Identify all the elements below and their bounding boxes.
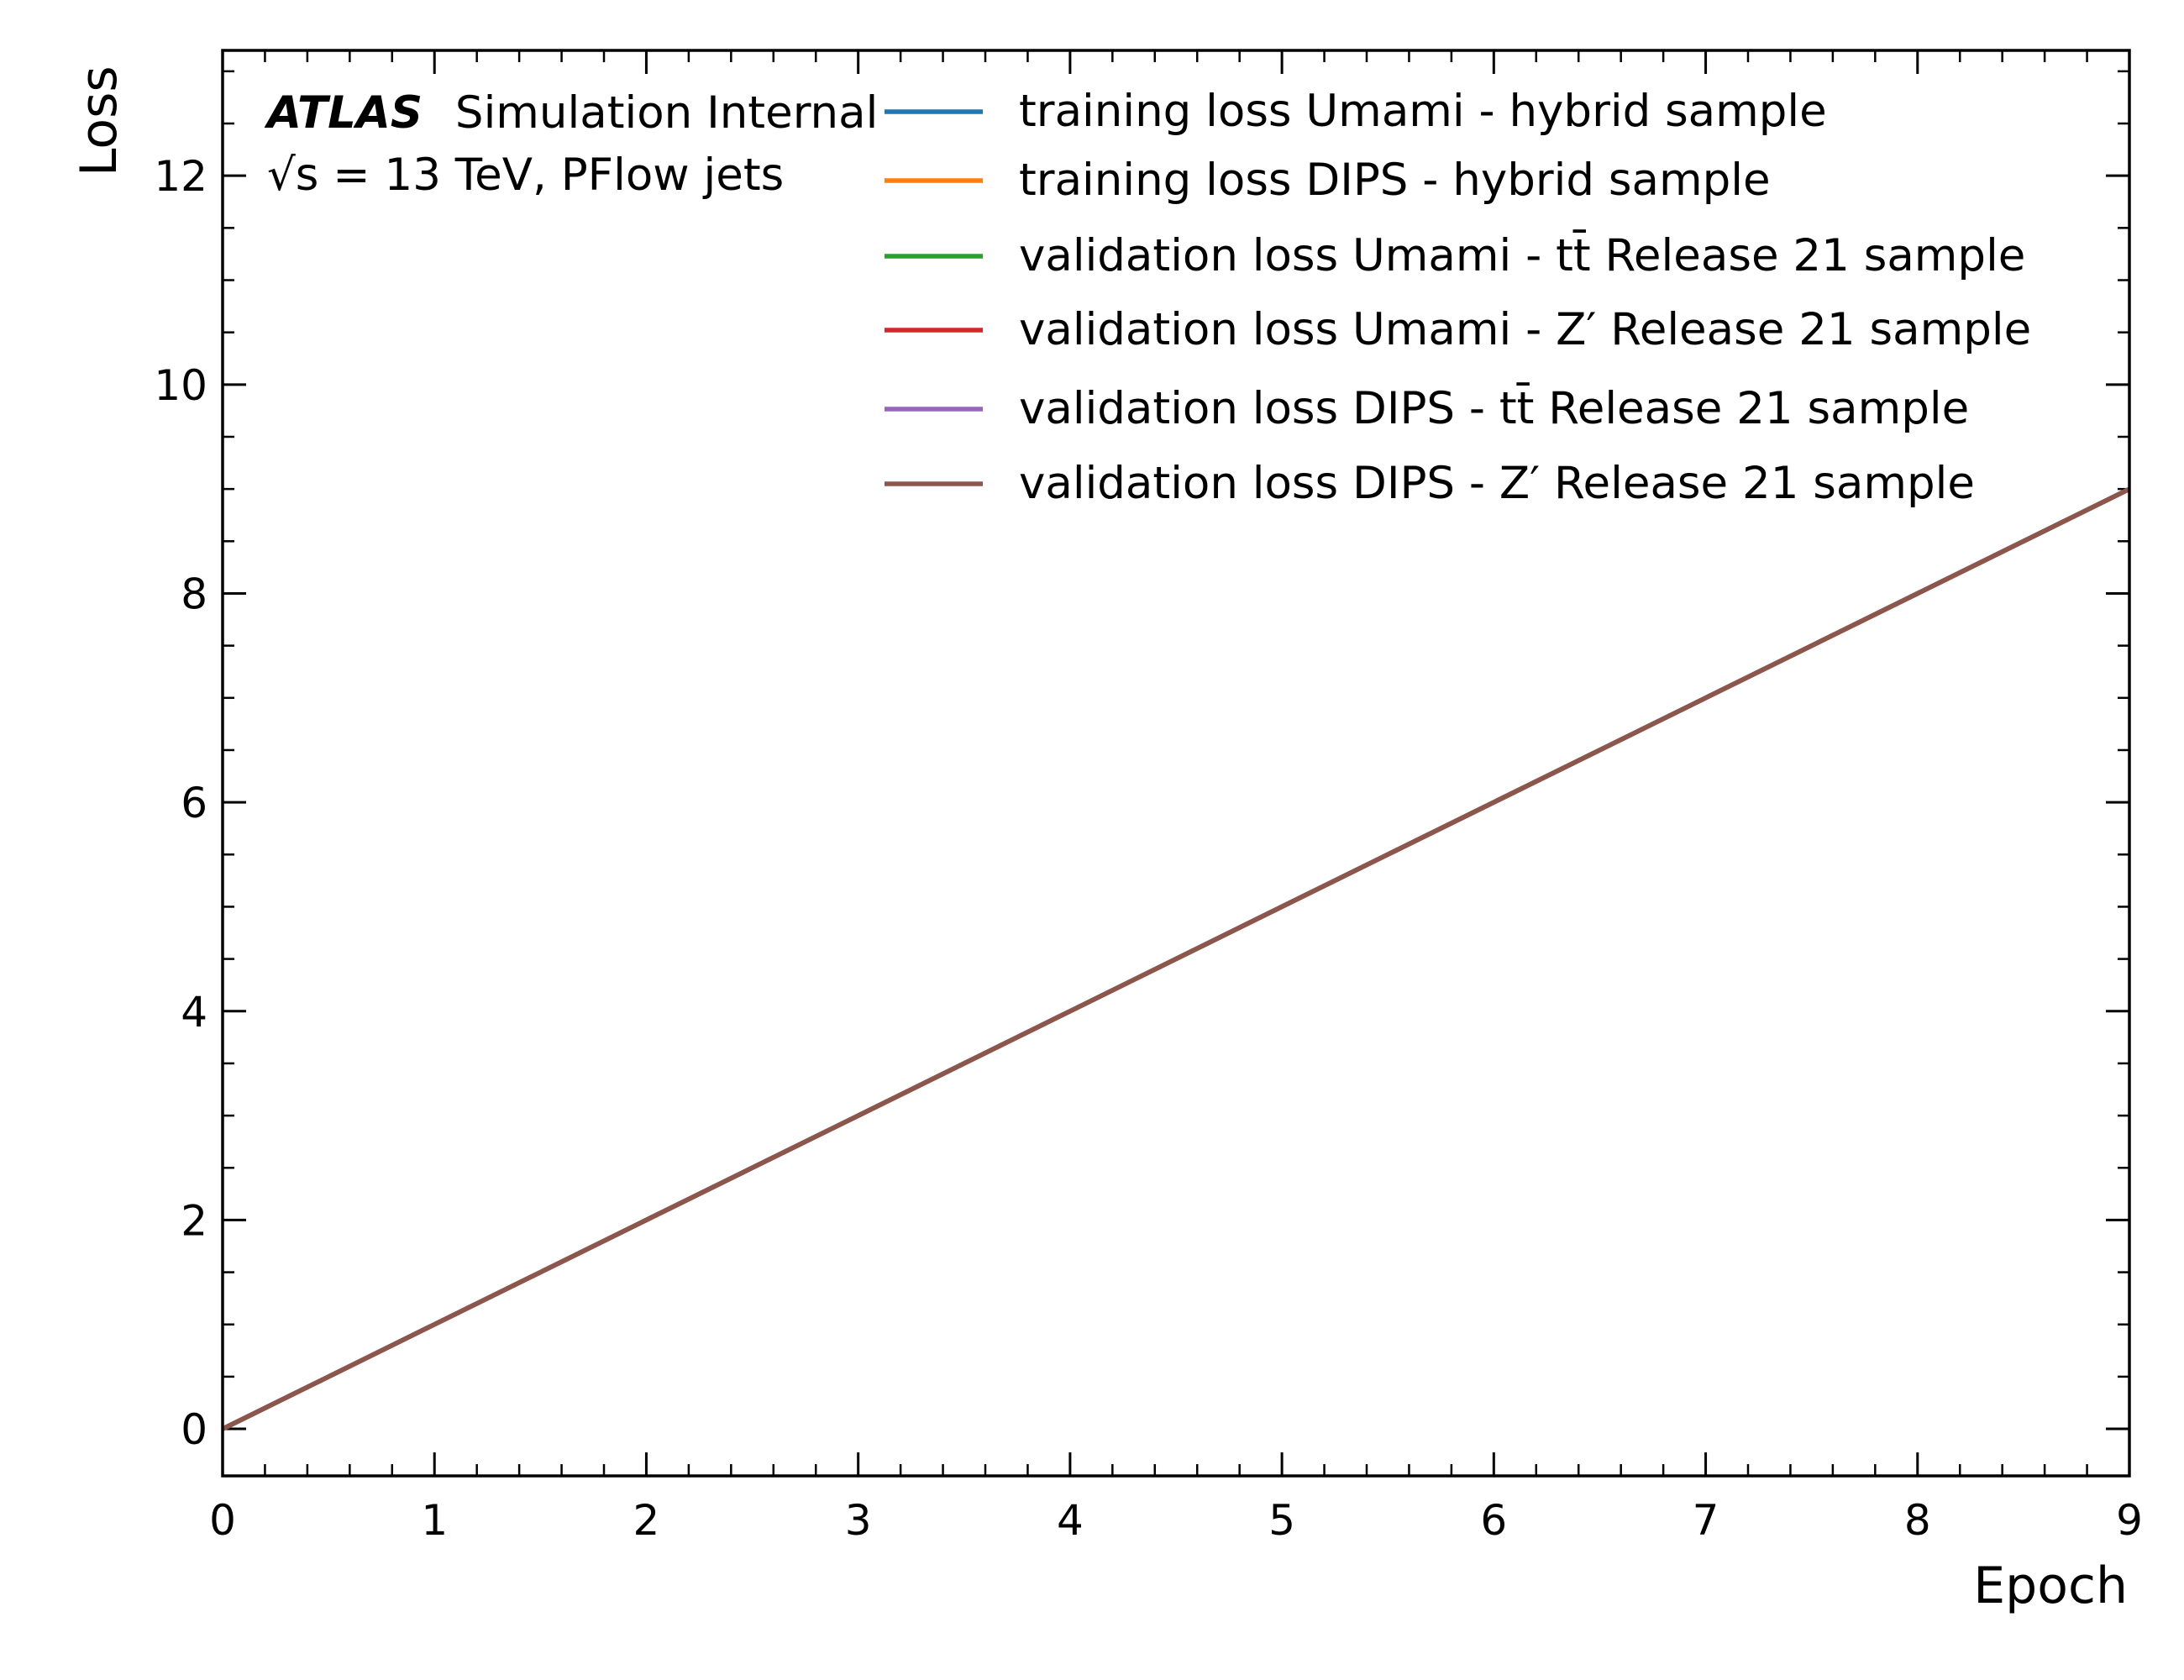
legend-label-3: validation loss Umami - tt̄ Release 21 s… — [1019, 228, 2025, 281]
x-tick-label: 0 — [209, 1496, 236, 1545]
y-tick-label: 0 — [181, 1405, 207, 1454]
legend-label-5: validation loss DIPS - tt̄ Release 21 sa… — [1019, 381, 1969, 434]
x-tick-label: 2 — [633, 1496, 660, 1545]
x-tick-label: 4 — [1057, 1496, 1084, 1545]
x-axis-label: Epoch — [1973, 1557, 2128, 1615]
y-tick-label: 8 — [181, 570, 207, 618]
x-tick-label: 6 — [1480, 1496, 1507, 1545]
y-tick-label: 2 — [181, 1196, 207, 1245]
series-lines — [221, 486, 2131, 1431]
y-tick-label: 4 — [181, 988, 207, 1037]
legend-label-1: training loss Umami - hybrid sample — [1019, 86, 1827, 137]
x-tick-label: 5 — [1268, 1496, 1295, 1545]
x-tick-label: 8 — [1904, 1496, 1931, 1545]
y-tick-label: 12 — [154, 152, 207, 201]
series-line-6 — [221, 486, 2131, 1431]
legend-label-6: validation loss DIPS - Z′ Release 21 sam… — [1019, 458, 1975, 509]
legend-label-2: training loss DIPS - hybrid sample — [1019, 155, 1771, 206]
energy-label: √s = 13 TeV, PFlow jets — [267, 150, 784, 201]
atlas-experiment: ATLAS — [264, 87, 423, 139]
legend-label-4: validation loss Umami - Z′ Release 21 sa… — [1019, 304, 2031, 355]
atlas-label: ATLAS Simulation Internal — [264, 87, 878, 139]
atlas-status: Simulation Internal — [455, 87, 878, 139]
y-tick-label: 6 — [181, 779, 207, 827]
x-tick-label: 3 — [845, 1496, 872, 1545]
minor-ticks — [223, 50, 2129, 1476]
x-tick-label: 7 — [1693, 1496, 1719, 1545]
y-tick-label: 10 — [154, 361, 207, 410]
x-tick-label: 9 — [2116, 1496, 2143, 1545]
plot-frame — [221, 49, 2131, 1478]
legend: training loss Umami - hybrid sample train… — [885, 86, 2031, 509]
major-ticks — [221, 50, 2131, 1476]
x-tick-label: 1 — [421, 1496, 448, 1545]
y-axis-label: Loss — [70, 66, 129, 176]
